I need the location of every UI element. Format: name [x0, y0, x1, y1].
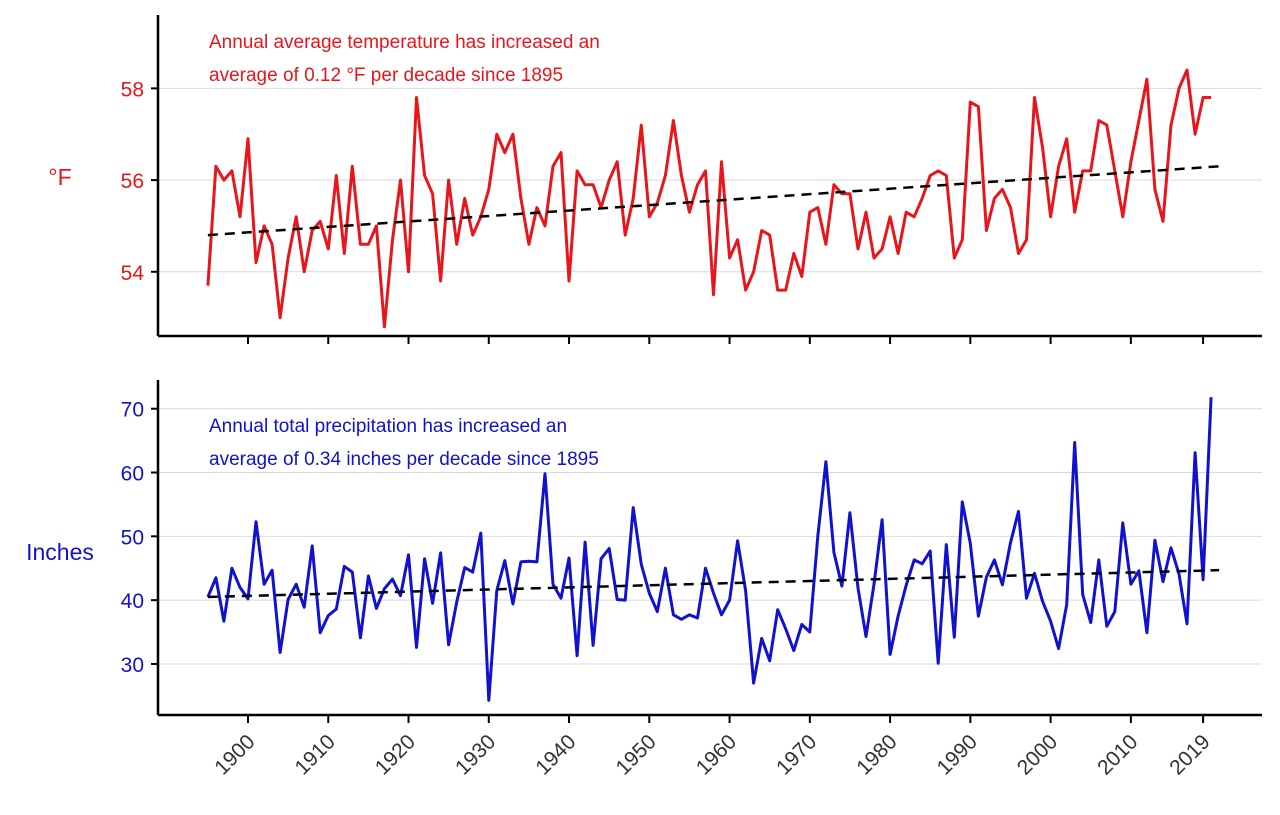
- x-tick-label: 2000: [1013, 730, 1062, 779]
- x-tick-label: 1930: [451, 730, 500, 779]
- series-line: [206, 397, 1213, 702]
- annotation-line: Annual average temperature has increased…: [209, 32, 600, 53]
- x-tick-label: 1940: [531, 730, 580, 779]
- x-tick-label: 1990: [933, 730, 982, 779]
- x-tick-label: 1950: [612, 730, 661, 779]
- y-tick-label: 54: [121, 262, 145, 285]
- panel-precipitation: 30 40 50 60 70 Inches Annual total precipitati…: [26, 380, 1262, 723]
- y-tick-label: 40: [121, 590, 144, 613]
- annotation-line: Annual total precipitation has increased…: [209, 416, 567, 437]
- series-line: [206, 68, 1212, 329]
- panel-temperature: 54 56 58 °F Annual average temperature has i…: [48, 15, 1262, 344]
- x-tick-label: 1970: [772, 730, 821, 779]
- x-tick-label: 1960: [692, 730, 741, 779]
- y-tick-label: 30: [121, 654, 144, 677]
- y-tick-label: 50: [121, 526, 144, 549]
- x-tick-label: 1980: [852, 730, 901, 779]
- x-tick-label: 2019: [1165, 730, 1214, 779]
- annotation-line: average of 0.34 inches per decade since …: [209, 449, 599, 470]
- x-tick-label: 1900: [210, 730, 259, 779]
- y-tick-label: 58: [121, 78, 144, 101]
- y-tick-label: 56: [121, 170, 144, 193]
- y-axis-label: Inches: [26, 539, 94, 565]
- y-axis-label: °F: [48, 164, 71, 190]
- y-tick-label: 60: [121, 463, 144, 486]
- annotation-line: average of 0.12 °F per decade since 1895: [209, 65, 563, 86]
- x-tick-label: 2010: [1093, 730, 1142, 779]
- x-tick-labels: 1900 1910 1920 1930 1940 1950 1960 1970 1980 1990…: [210, 730, 1214, 779]
- x-tick-label: 1920: [371, 730, 420, 779]
- y-tick-label: 70: [121, 399, 144, 422]
- x-tick-label: 1910: [290, 730, 339, 779]
